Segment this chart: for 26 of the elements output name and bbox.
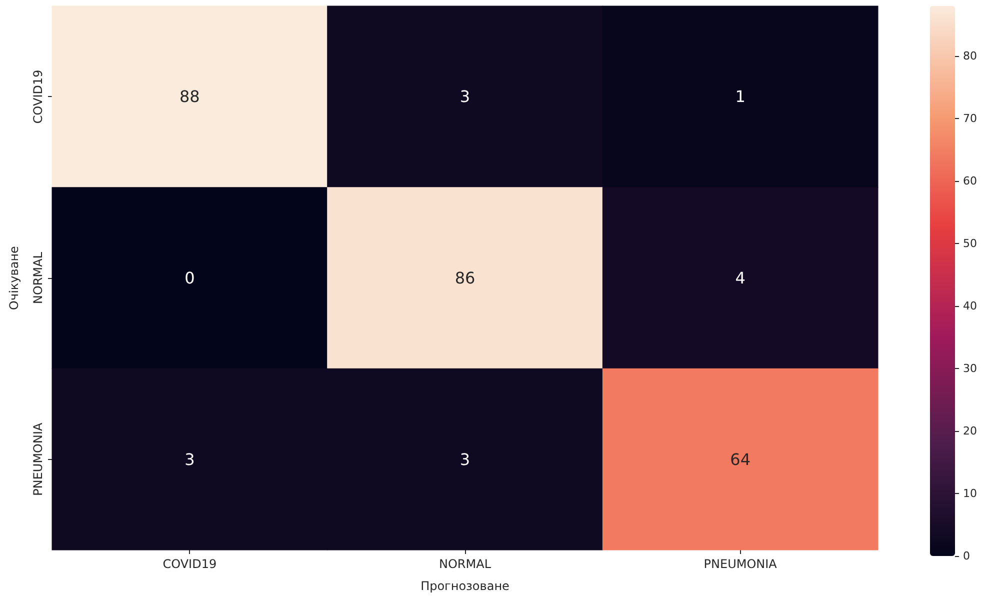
- color-bar-label: 20: [963, 424, 977, 438]
- data-label: 1: [735, 87, 746, 106]
- data-label: 3: [460, 450, 470, 469]
- data-label: 4: [735, 268, 746, 288]
- data-label: 64: [730, 450, 751, 469]
- data-label: 0: [184, 268, 195, 288]
- x-tick-label: NORMAL: [438, 557, 492, 571]
- color-bar-label: 0: [963, 550, 970, 562]
- color-bar-label: 60: [963, 174, 977, 188]
- data-label: 86: [454, 268, 476, 288]
- y-tick-label: COVID19: [31, 70, 45, 124]
- color-bar-label: 50: [963, 237, 977, 250]
- y-tick-label: PNEUMONIA: [31, 422, 45, 496]
- color-bar-label: 40: [963, 300, 977, 312]
- color-bar-label: 70: [963, 112, 977, 125]
- color-bar-label: 10: [963, 487, 977, 500]
- y-axis-title: Очікуване: [7, 246, 21, 310]
- color-bar-label: 30: [963, 362, 977, 375]
- data-label: 3: [184, 450, 195, 469]
- x-axis-title: Прогнозоване: [420, 579, 510, 593]
- data-label: 88: [179, 87, 200, 106]
- y-tick-label: NORMAL: [31, 252, 45, 304]
- x-tick-label: COVID19: [162, 557, 217, 571]
- x-tick-label: PNEUMONIA: [704, 557, 778, 571]
- data-label: 3: [460, 87, 470, 106]
- color-bar-label: 80: [963, 50, 977, 62]
